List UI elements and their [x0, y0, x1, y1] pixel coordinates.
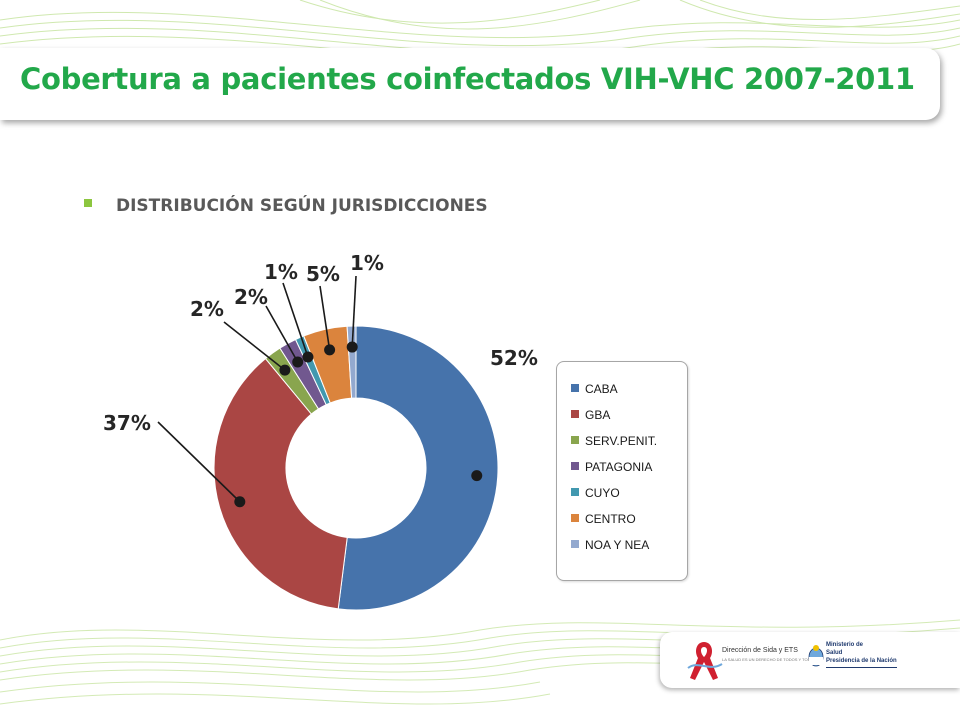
callout-dot	[234, 496, 246, 508]
slide-subtitle: DISTRIBUCIÓN SEGÚN JURISDICCIONES	[116, 196, 488, 216]
legend-label: NOA Y NEA	[585, 538, 650, 552]
legend-item: GBA	[571, 408, 610, 424]
callout-dot	[292, 356, 304, 368]
footer-logos: Dirección de Sida y ETS LA SALUD ES UN D…	[660, 632, 960, 688]
legend-label: CUYO	[585, 486, 620, 500]
legend-swatch	[571, 462, 579, 470]
slice-caba	[337, 325, 499, 611]
legend-label: SERV.PENIT.	[585, 434, 658, 448]
legend-label: CENTRO	[585, 512, 636, 526]
callout-line	[282, 282, 309, 358]
callout-line	[157, 421, 241, 503]
callout-line	[351, 275, 357, 348]
legend-swatch	[571, 410, 579, 418]
data-label: 1%	[264, 260, 298, 284]
chart-legend: CABA GBA SERV.PENIT. PATAGONIA CUYO CENTRO NOA…	[556, 361, 688, 581]
ministerio-line1: Ministerio de	[826, 642, 864, 648]
legend-item: CENTRO	[571, 512, 636, 528]
title-bar: Cobertura a pacientes coinfectados VIH-V…	[0, 48, 940, 120]
data-label: 37%	[103, 411, 151, 435]
legend-item: NOA Y NEA	[571, 538, 649, 554]
legend-swatch	[571, 436, 579, 444]
data-label: 5%	[306, 262, 340, 286]
legend-item: CABA	[571, 382, 618, 398]
callout-dot	[324, 344, 336, 356]
sida-logo-text: Dirección de Sida y ETS LA SALUD ES UN D…	[722, 646, 816, 664]
slide-title: Cobertura a pacientes coinfectados VIH-V…	[20, 62, 915, 96]
callout-dot	[471, 470, 483, 482]
slice-gba	[213, 357, 348, 610]
legend-swatch	[571, 384, 579, 392]
callout-line	[265, 305, 299, 363]
callout-dot	[302, 351, 314, 363]
legend-label: GBA	[585, 408, 611, 422]
legend-swatch	[571, 488, 579, 496]
red-ribbon-icon	[687, 642, 723, 680]
callout-dot	[346, 341, 358, 353]
bullet-icon	[84, 199, 92, 207]
legend-item: SERV.PENIT.	[571, 434, 657, 450]
legend-label: CABA	[585, 382, 618, 396]
callout-dot	[279, 364, 291, 376]
ministerio-line2: Salud	[826, 650, 843, 656]
data-label: 2%	[190, 297, 224, 321]
callout-line	[223, 321, 286, 371]
legend-label: PATAGONIA	[585, 460, 653, 474]
callout-line	[319, 285, 331, 351]
data-label: 2%	[234, 285, 268, 309]
legend-item: CUYO	[571, 486, 620, 502]
ministerio-line3: Presidencia de la Nación	[826, 658, 897, 664]
argentina-seal-icon	[808, 645, 824, 667]
sida-logo-line1: Dirección de Sida y ETS	[722, 647, 798, 654]
ministerio-logo-text: Ministerio de Salud Presidencia de la Na…	[826, 641, 897, 668]
sida-logo-line2: LA SALUD ES UN DERECHO DE TODOS Y TODAS	[722, 657, 816, 662]
legend-swatch	[571, 540, 579, 548]
legend-item: PATAGONIA	[571, 460, 652, 476]
data-label: 52%	[490, 346, 538, 370]
data-label: 1%	[350, 251, 384, 275]
legend-swatch	[571, 514, 579, 522]
